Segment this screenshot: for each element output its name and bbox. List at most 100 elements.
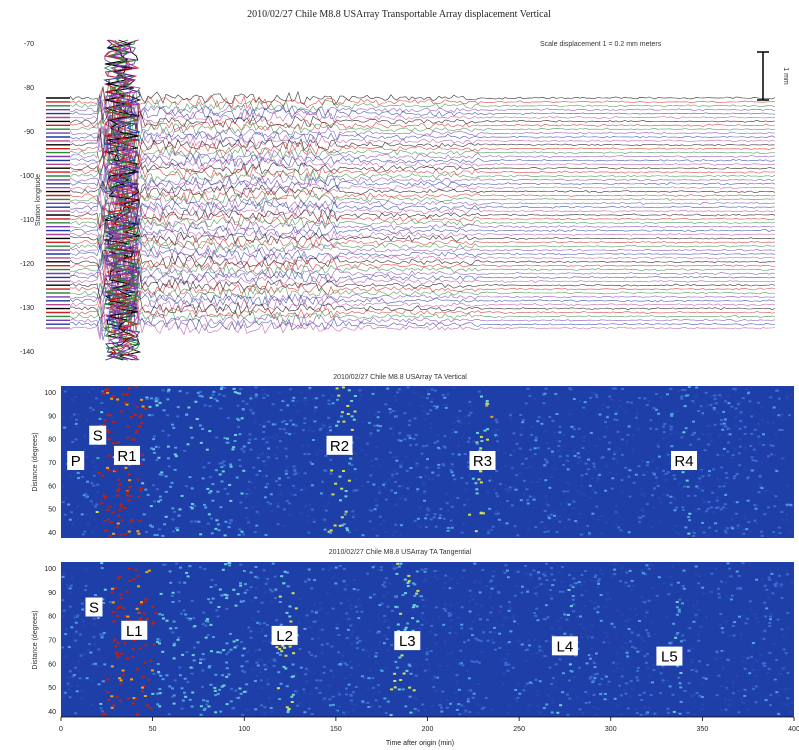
heatmap-cell (371, 686, 375, 689)
heatmap-cell (123, 401, 127, 404)
heatmap-cell (206, 487, 210, 490)
heatmap-cell (256, 576, 260, 579)
heatmap-cell (212, 390, 216, 393)
heatmap-cell (471, 696, 475, 699)
heatmap-cell (336, 398, 339, 401)
heatmap-cell (408, 686, 412, 689)
heatmap-cell (413, 417, 417, 420)
heatmap-cell (404, 592, 407, 595)
heatmap-cell (395, 572, 399, 575)
heatmap-cell (556, 450, 560, 453)
heatmap-cell (141, 686, 144, 689)
heatmap-cell (572, 500, 576, 503)
heatmap-cell (739, 420, 743, 422)
heatmap-cell (679, 700, 683, 703)
heatmap-cell (614, 524, 618, 527)
heatmap-cell (152, 484, 156, 487)
heatmap-cell (399, 464, 403, 467)
heatmap-cell (131, 648, 135, 651)
heatmap-cell (81, 533, 85, 536)
heatmap-cell (704, 500, 708, 503)
main-arrival-burst (103, 39, 140, 361)
heatmap-cell (777, 694, 781, 697)
heatmap-cell (266, 683, 270, 686)
heatmap-cell (769, 618, 772, 621)
heatmap-cell (145, 618, 149, 621)
heatmap-cell (493, 631, 497, 634)
x-tick-label: 400 (788, 726, 799, 733)
heatmap-cell (773, 468, 777, 470)
heatmap-cell (609, 398, 613, 400)
heatmap-cell (479, 435, 483, 438)
heatmap-cell (208, 430, 212, 433)
heatmap-cell (446, 664, 450, 667)
heatmap-cell (319, 449, 323, 452)
heatmap-cell (128, 495, 132, 498)
heatmap-cell (713, 397, 717, 400)
heatmap-cell (668, 424, 672, 427)
heatmap-cell (360, 484, 364, 487)
heatmap-cell (61, 691, 65, 694)
heatmap-cell (777, 526, 781, 529)
heatmap-cell (736, 524, 740, 527)
heatmap-cell (656, 485, 660, 487)
heatmap-cell (601, 403, 605, 406)
heatmap-cell (227, 651, 231, 654)
heatmap-cell (495, 470, 499, 472)
heatmap-cell (312, 518, 316, 521)
heatmap-cell (95, 665, 99, 667)
heatmap-cell (112, 639, 116, 642)
heatmap-cell (433, 642, 437, 645)
heatmap-cell (250, 482, 254, 485)
heatmap-cell (695, 456, 699, 458)
heatmap-cell (239, 563, 243, 566)
heatmap-cell (134, 432, 138, 435)
heatmap-cell (81, 608, 85, 611)
heatmap-cell (553, 431, 556, 434)
heatmap-cell (693, 494, 697, 497)
heatmap-cell (314, 406, 318, 409)
heatmap-cell (189, 506, 193, 508)
heatmap-cell (283, 570, 287, 573)
heatmap-cell (258, 622, 262, 625)
heatmap-cell (355, 436, 359, 439)
heatmap-cell (353, 452, 357, 455)
heatmap-cell (768, 578, 772, 581)
heatmap-cell (398, 533, 402, 536)
heatmap-cell (583, 494, 587, 497)
heatmap-cell (714, 507, 718, 510)
heatmap-cell (661, 679, 665, 682)
heatmap-cell (496, 429, 500, 431)
heatmap-cell (201, 623, 205, 626)
heatmap-cell (505, 522, 509, 525)
heatmap-cell (774, 495, 778, 498)
heatmap-cell (326, 591, 330, 594)
heatmap-cell (590, 653, 594, 656)
heatmap-cell (478, 581, 482, 584)
seismogram-trace (69, 152, 775, 195)
heatmap-cell (293, 468, 297, 471)
heatmap-cell (219, 651, 222, 654)
heatmap-cell (742, 528, 746, 531)
heatmap-cell (186, 575, 190, 578)
heatmap-cell (156, 640, 159, 643)
heatmap-cell (157, 672, 161, 675)
heatmap-cell (408, 664, 412, 667)
heatmap-cell (578, 666, 581, 669)
heatmap-cell (790, 581, 794, 584)
heatmap-cell (544, 640, 548, 643)
heatmap-cell (538, 478, 542, 481)
heatmap-cell (595, 396, 599, 399)
heatmap-cell (139, 489, 142, 492)
heatmap-cell (92, 617, 96, 620)
heatmap-cell (91, 460, 95, 463)
heatmap-cell (318, 692, 322, 694)
heatmap-cell (493, 585, 497, 588)
heatmap-cell (256, 621, 260, 624)
x-axis-label: Time after origin (min) (386, 740, 454, 747)
heatmap-cell (506, 616, 509, 619)
heatmap-cell (484, 696, 488, 699)
heatmap-cell (266, 624, 269, 627)
heatmap-cell (735, 473, 739, 475)
heatmap-cell (547, 694, 551, 697)
